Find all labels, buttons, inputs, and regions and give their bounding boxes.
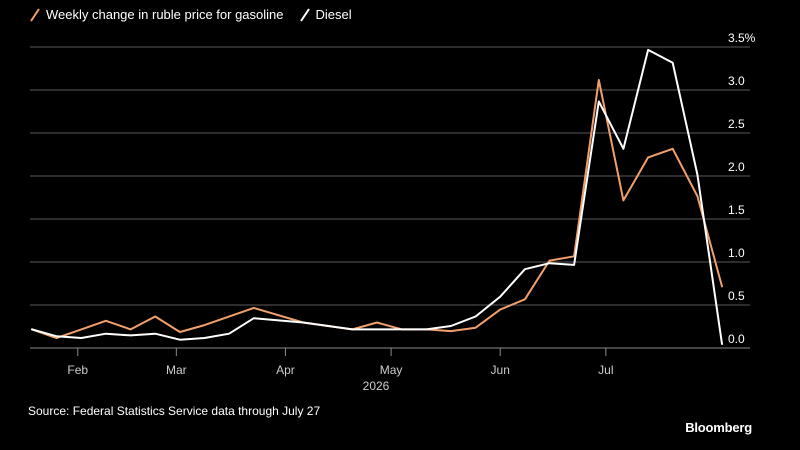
y-tick-label: 2.5 [728,117,745,131]
x-tick-label: Jun [491,363,510,377]
source-note: Source: Federal Statistics Service data … [28,404,321,418]
x-tick-label: Apr [276,363,295,377]
legend-label-diesel: Diesel [315,7,352,22]
y-tick-label: 3.5% [728,31,756,45]
y-tick-label: 2.0 [728,160,745,174]
brand-logo: Bloomberg [685,420,752,435]
y-tick-label: 3.0 [728,74,745,88]
y-tick-label: 1.0 [728,246,745,260]
x-tick-label: Feb [67,363,88,377]
legend-label-gasoline: Weekly change in ruble price for gasolin… [46,7,284,22]
series-line-gasoline [31,79,723,339]
legend-swatch-diesel [299,7,310,22]
x-tick-label: May [380,363,403,377]
y-tick-label: 0.0 [728,332,745,346]
x-axis-year-label: 2026 [363,379,390,393]
x-tick-label: Mar [166,363,187,377]
chart-legend: Weekly change in ruble price for gasolin… [30,7,362,22]
x-tick-label: Jul [598,363,613,377]
legend-swatch-gasoline [30,7,40,22]
legend-item-gasoline: Weekly change in ruble price for gasolin… [30,7,284,22]
y-tick-label: 0.5 [728,289,745,303]
y-tick-label: 1.5 [728,203,745,217]
legend-item-diesel: Diesel [299,7,352,22]
series-line-diesel [31,48,723,345]
